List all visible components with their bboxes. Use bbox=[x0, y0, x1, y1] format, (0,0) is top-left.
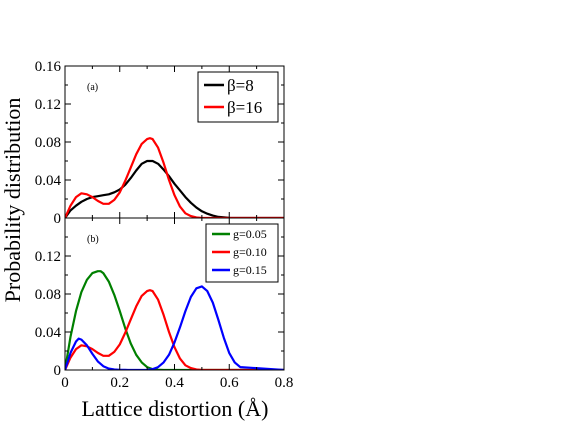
x-tick-label: 0.8 bbox=[275, 375, 294, 391]
y-tick-label: 0.04 bbox=[35, 173, 62, 189]
y-tick-label: 0.12 bbox=[35, 249, 61, 265]
y-tick-label: 0.08 bbox=[35, 287, 61, 303]
legend-b: g=0.05 g=0.10 g=0.15 bbox=[205, 223, 279, 283]
panel-label-b: (b) bbox=[87, 234, 99, 245]
y-tick-label: 0.08 bbox=[35, 135, 61, 151]
x-tick-label: 0.4 bbox=[165, 375, 184, 391]
series-line-b-3 bbox=[65, 285, 284, 370]
panel-a: 0 0.04 0.08 0.12 0.16 (a) β=8 β=16 bbox=[35, 59, 285, 227]
legend-label: g=0.05 bbox=[233, 227, 267, 241]
legend-label: β=8 bbox=[227, 76, 254, 95]
legend-label: g=0.10 bbox=[233, 245, 267, 259]
y-tick-label: 0 bbox=[54, 363, 62, 379]
series-group-b bbox=[65, 270, 284, 370]
panel-b: 0 0.2 0.4 0.6 0.8 0 0.04 0.08 0.12 (b) g=0.05 g=0.1… bbox=[35, 217, 294, 391]
series-group-a bbox=[65, 137, 284, 218]
legend-a: β=8 β=16 bbox=[197, 71, 279, 123]
series-line-a-2 bbox=[65, 137, 284, 218]
legend-label: β=16 bbox=[227, 98, 262, 117]
y-tick-label: 0.04 bbox=[35, 325, 62, 341]
series-line-b-1 bbox=[65, 270, 284, 370]
y-tick-label: 0 bbox=[54, 211, 62, 227]
series-line-a-1 bbox=[65, 159, 284, 218]
series-line-b-2 bbox=[65, 289, 284, 370]
y-axis-label: Probability distribution bbox=[0, 98, 25, 303]
x-axis-label: Lattice distortion (Å) bbox=[82, 396, 269, 421]
legend-label: g=0.15 bbox=[233, 263, 267, 277]
legend-box bbox=[197, 71, 279, 123]
x-tick-label: 0 bbox=[61, 375, 69, 391]
x-tick-label: 0.6 bbox=[220, 375, 239, 391]
y-tick-label: 0.12 bbox=[35, 97, 61, 113]
panel-label-a: (a) bbox=[87, 82, 98, 93]
y-tick-label: 0.16 bbox=[35, 59, 62, 75]
x-tick-label: 0.2 bbox=[110, 375, 129, 391]
